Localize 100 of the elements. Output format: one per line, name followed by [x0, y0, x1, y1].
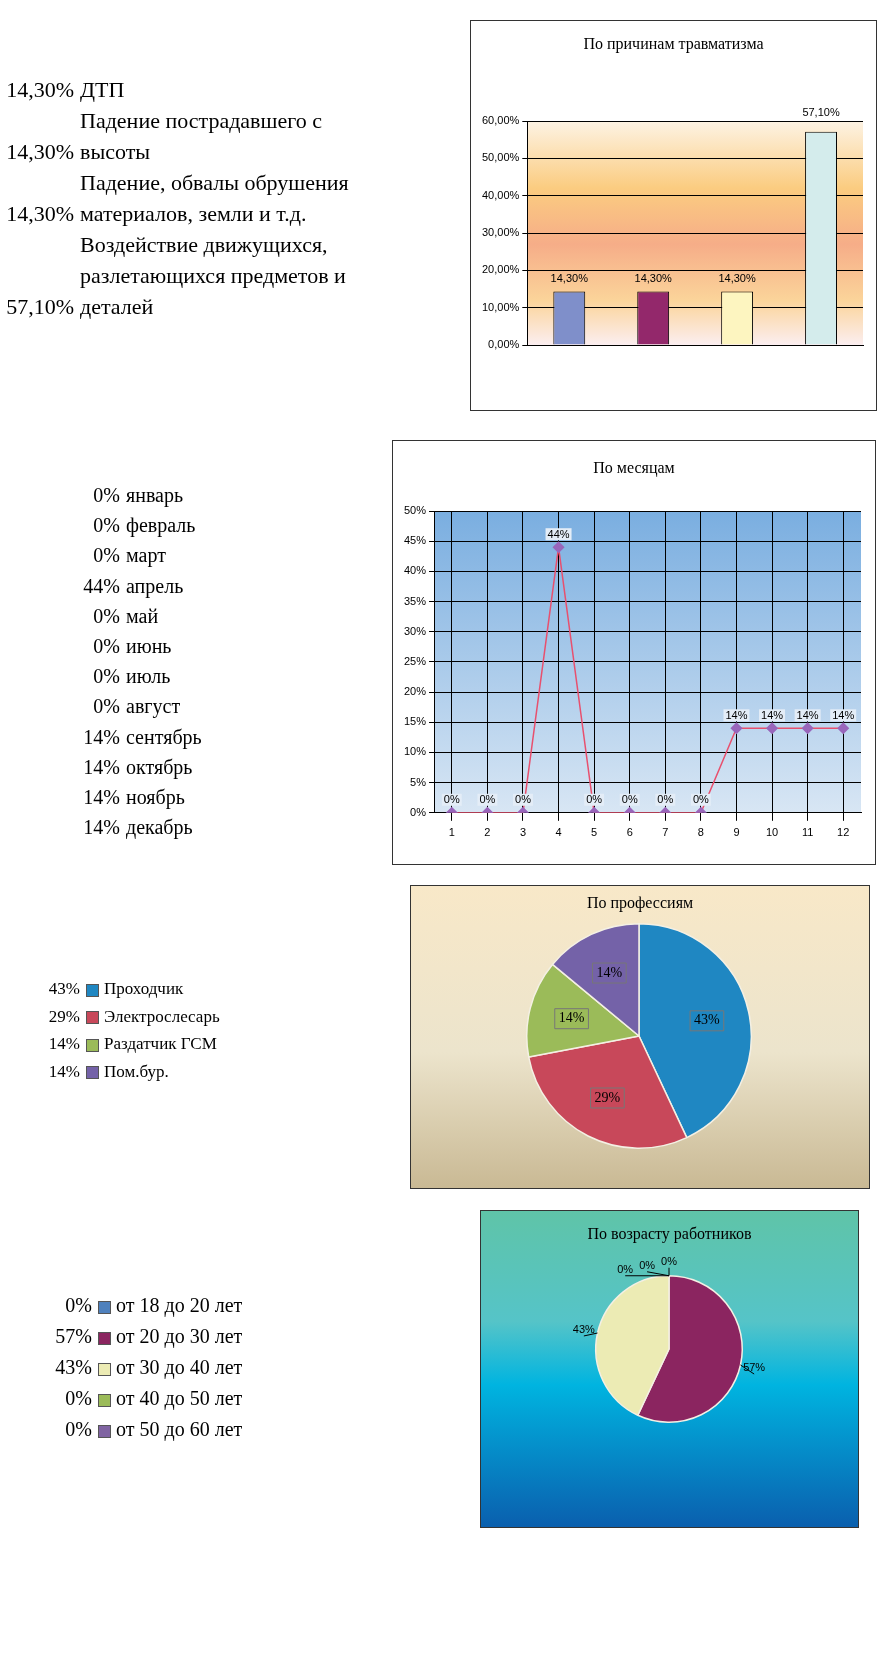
- data-label: 57,10%: [802, 105, 840, 118]
- x-tick-label: 4: [555, 826, 562, 839]
- text: июль: [126, 665, 171, 688]
- x-tick-label: 11: [801, 826, 814, 839]
- text: 43%: [48, 979, 80, 998]
- legend-label: Электрослесарь: [104, 1006, 220, 1026]
- x-tick-label: 6: [626, 826, 633, 839]
- text: 14%: [83, 755, 120, 778]
- text: август: [126, 695, 181, 718]
- text: 0%: [639, 1258, 656, 1271]
- text: 14%: [48, 1061, 80, 1081]
- y-tick-label: 20,00%: [482, 263, 520, 276]
- text: ДТП: [80, 77, 125, 102]
- chart-title: По причинам травматизма: [582, 35, 765, 53]
- text: Воздействие движущихся, разлетающихся предметов и деталей: [80, 232, 346, 319]
- data-label: 14%: [596, 964, 623, 980]
- text: 0%: [65, 1294, 92, 1316]
- y-tick-label: 35%: [403, 594, 427, 607]
- data-label: 14,30%: [634, 272, 673, 285]
- data-label: 0%: [657, 793, 674, 806]
- data-label: 0%: [621, 793, 638, 806]
- text: 43%: [55, 1356, 92, 1378]
- text: 0%: [93, 695, 120, 718]
- data-label: 14%: [558, 1010, 585, 1026]
- chart-title: По месяцам: [592, 459, 676, 477]
- x-tick-label: 3: [519, 826, 527, 839]
- text: 14,30%: [6, 77, 74, 102]
- text: ноябрь: [126, 786, 185, 809]
- text: 29%: [48, 1006, 80, 1026]
- text: январь: [126, 484, 184, 506]
- data-label: 43%: [694, 1012, 721, 1028]
- text: 14%: [83, 816, 120, 839]
- x-tick-label: 5: [591, 826, 598, 839]
- y-tick-label: 40,00%: [482, 188, 520, 201]
- text: 57,10%: [6, 294, 74, 319]
- text: Падение, обвалы обрушения материалов, земли и т.д.: [80, 170, 349, 226]
- y-tick-label: 10%: [403, 745, 427, 758]
- data-label: 14%: [796, 708, 819, 721]
- data-label: 29%: [594, 1089, 621, 1105]
- legend-label: от 40 до 50 лет: [116, 1387, 243, 1409]
- legend-label: от 18 до 20 лет: [116, 1294, 243, 1316]
- y-tick-label: 10,00%: [482, 300, 520, 313]
- data-label: 0%: [443, 793, 460, 806]
- text: 0%: [661, 1254, 677, 1267]
- text: 0%: [93, 484, 120, 506]
- text: апрель: [126, 574, 184, 597]
- x-tick-label: 10: [765, 826, 779, 839]
- y-tick-label: 25%: [403, 654, 427, 667]
- y-tick-label: 30%: [403, 624, 427, 637]
- data-label: 0%: [515, 793, 532, 806]
- text: февраль: [126, 514, 196, 537]
- x-tick-label: 8: [697, 826, 704, 839]
- y-tick-label: 50,00%: [482, 151, 520, 164]
- x-tick-label: 2: [484, 826, 491, 839]
- x-tick-label: 12: [837, 826, 850, 839]
- text: октябрь: [126, 755, 193, 778]
- text: Падение пострадавшего с высоты: [80, 108, 322, 164]
- text: май: [126, 604, 159, 627]
- data-label: 57%: [743, 1361, 766, 1374]
- y-tick-label: 15%: [403, 715, 427, 728]
- text: сентябрь: [126, 725, 202, 748]
- text: 0%: [93, 604, 120, 627]
- text: июнь: [126, 635, 172, 658]
- text: 0%: [93, 514, 120, 537]
- legend-label: Проходчик: [104, 979, 184, 998]
- data-label: 44%: [547, 527, 570, 540]
- data-label: 14%: [832, 708, 855, 721]
- text: 0%: [65, 1418, 92, 1440]
- chart-title: По возрасту работников: [586, 1225, 753, 1243]
- y-tick-label: 45%: [403, 534, 427, 547]
- y-tick-label: 0,00%: [488, 338, 520, 351]
- text: 14,30%: [6, 139, 74, 164]
- legend-label: от 50 до 60 лет: [116, 1418, 243, 1440]
- chart-title: По профессиям: [585, 894, 695, 912]
- data-label: 14%: [761, 708, 784, 721]
- y-tick-label: 30,00%: [482, 226, 520, 239]
- legend-label: Раздатчик ГСМ: [104, 1034, 217, 1053]
- legend-label: Пом.бур.: [104, 1061, 169, 1081]
- text: 14%: [48, 1034, 80, 1053]
- y-tick-label: 5%: [410, 775, 427, 788]
- text: 0%: [93, 665, 120, 688]
- text: 0%: [93, 635, 120, 658]
- text: 0%: [65, 1387, 92, 1409]
- text: 57%: [55, 1325, 92, 1347]
- data-label: 14,30%: [550, 272, 589, 285]
- legend-label: от 20 до 30 лет: [116, 1325, 243, 1347]
- data-label: 14,30%: [718, 272, 756, 285]
- y-tick-label: 20%: [403, 685, 427, 698]
- text: 14%: [83, 786, 120, 809]
- text: 0%: [617, 1262, 634, 1275]
- x-tick-label: 7: [662, 826, 669, 839]
- data-label: 0%: [692, 793, 710, 806]
- text: 0%: [93, 544, 120, 567]
- data-label: 43%: [572, 1323, 596, 1335]
- y-tick-label: 40%: [403, 564, 427, 577]
- x-tick-label: 9: [733, 826, 740, 839]
- text: 44%: [83, 574, 120, 597]
- y-tick-label: 50%: [403, 504, 427, 517]
- data-label: 0%: [586, 793, 603, 806]
- y-tick-label: 60,00%: [482, 114, 520, 127]
